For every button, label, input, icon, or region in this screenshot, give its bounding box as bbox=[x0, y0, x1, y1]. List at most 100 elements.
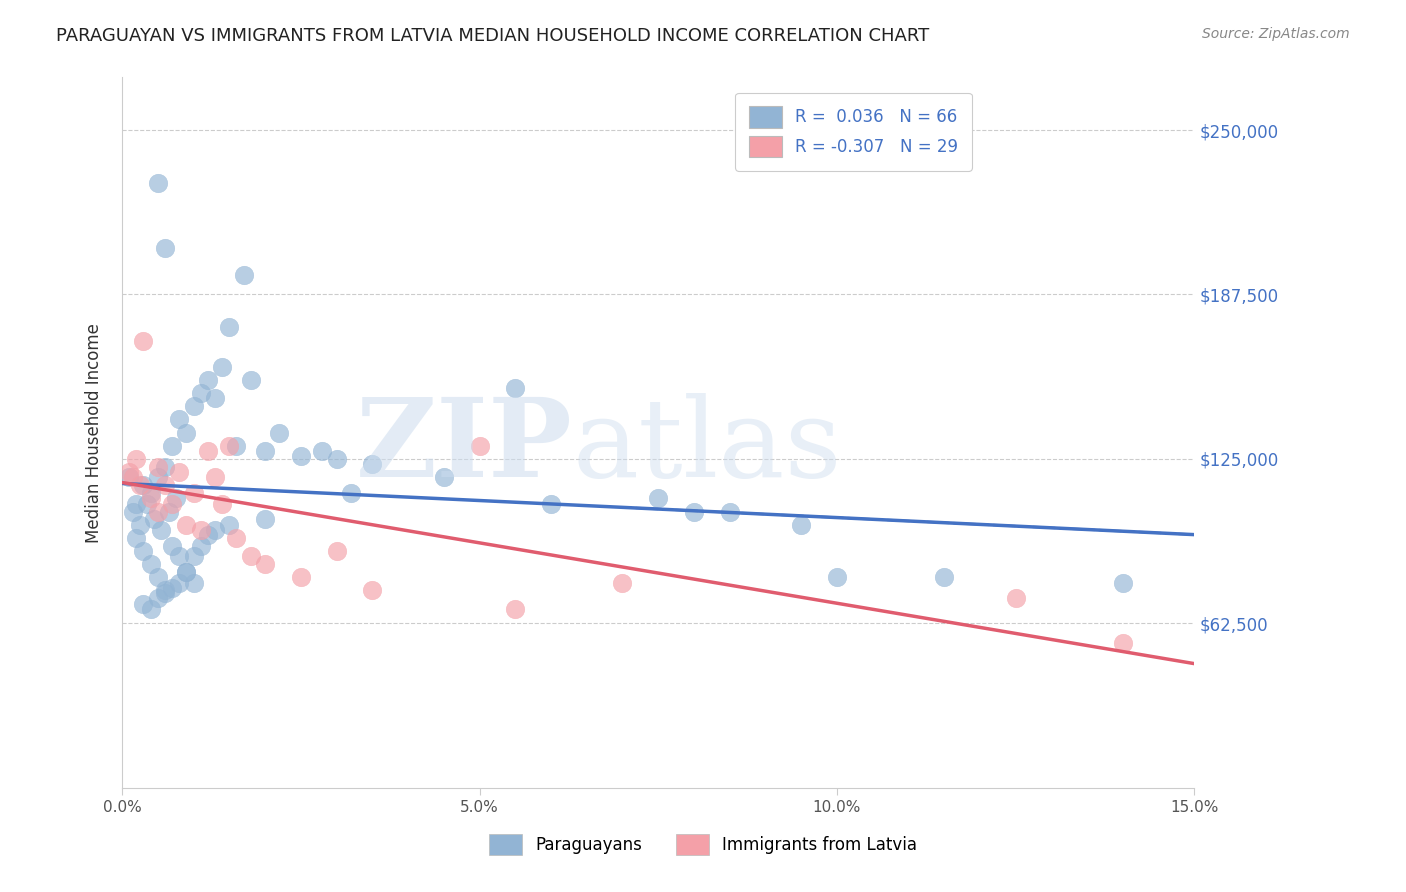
Point bbox=[190, 523, 212, 537]
Point bbox=[125, 451, 148, 466]
Point bbox=[176, 565, 198, 579]
Point bbox=[361, 583, 384, 598]
Point bbox=[132, 544, 155, 558]
Point bbox=[139, 491, 162, 506]
Point bbox=[143, 512, 166, 526]
Point bbox=[121, 504, 143, 518]
Point bbox=[160, 581, 183, 595]
Point bbox=[146, 504, 169, 518]
Text: ZIP: ZIP bbox=[356, 393, 572, 500]
Point bbox=[153, 478, 176, 492]
Point bbox=[825, 570, 848, 584]
Point bbox=[218, 439, 240, 453]
Point bbox=[176, 517, 198, 532]
Point bbox=[218, 320, 240, 334]
Point bbox=[167, 465, 190, 479]
Legend: Paraguayans, Immigrants from Latvia: Paraguayans, Immigrants from Latvia bbox=[482, 828, 924, 862]
Point bbox=[132, 478, 155, 492]
Point bbox=[139, 602, 162, 616]
Point bbox=[204, 392, 226, 406]
Point bbox=[311, 444, 333, 458]
Point bbox=[190, 539, 212, 553]
Point bbox=[503, 602, 526, 616]
Point bbox=[146, 459, 169, 474]
Point bbox=[647, 491, 669, 506]
Point bbox=[153, 583, 176, 598]
Point bbox=[160, 497, 183, 511]
Point bbox=[153, 459, 176, 474]
Point bbox=[197, 444, 219, 458]
Point bbox=[239, 373, 262, 387]
Point bbox=[503, 381, 526, 395]
Point bbox=[211, 497, 233, 511]
Point bbox=[269, 425, 291, 440]
Point bbox=[118, 470, 141, 484]
Point bbox=[1004, 591, 1026, 606]
Point bbox=[125, 531, 148, 545]
Point bbox=[118, 465, 141, 479]
Point bbox=[121, 470, 143, 484]
Point bbox=[139, 557, 162, 571]
Point bbox=[129, 478, 152, 492]
Point bbox=[153, 586, 176, 600]
Text: atlas: atlas bbox=[572, 393, 842, 500]
Point bbox=[232, 268, 254, 282]
Point bbox=[139, 486, 162, 500]
Point bbox=[225, 439, 247, 453]
Point bbox=[197, 373, 219, 387]
Point bbox=[254, 512, 277, 526]
Point bbox=[167, 549, 190, 564]
Text: PARAGUAYAN VS IMMIGRANTS FROM LATVIA MEDIAN HOUSEHOLD INCOME CORRELATION CHART: PARAGUAYAN VS IMMIGRANTS FROM LATVIA MED… bbox=[56, 27, 929, 45]
Point bbox=[612, 575, 634, 590]
Point bbox=[150, 523, 173, 537]
Point bbox=[204, 470, 226, 484]
Point bbox=[146, 470, 169, 484]
Legend: R =  0.036   N = 66, R = -0.307   N = 29: R = 0.036 N = 66, R = -0.307 N = 29 bbox=[735, 93, 972, 170]
Point bbox=[225, 531, 247, 545]
Point bbox=[125, 497, 148, 511]
Point bbox=[176, 565, 198, 579]
Point bbox=[183, 399, 205, 413]
Point bbox=[129, 517, 152, 532]
Point bbox=[153, 242, 176, 256]
Text: Source: ZipAtlas.com: Source: ZipAtlas.com bbox=[1202, 27, 1350, 41]
Point bbox=[176, 425, 198, 440]
Point bbox=[468, 439, 491, 453]
Y-axis label: Median Household Income: Median Household Income bbox=[86, 323, 103, 542]
Point bbox=[165, 491, 187, 506]
Point bbox=[433, 470, 456, 484]
Point bbox=[183, 575, 205, 590]
Point bbox=[239, 549, 262, 564]
Point bbox=[290, 570, 312, 584]
Point bbox=[254, 444, 277, 458]
Point bbox=[934, 570, 956, 584]
Point bbox=[340, 486, 363, 500]
Point bbox=[146, 591, 169, 606]
Point bbox=[197, 528, 219, 542]
Point bbox=[190, 386, 212, 401]
Point bbox=[211, 359, 233, 374]
Point bbox=[146, 176, 169, 190]
Point bbox=[683, 504, 706, 518]
Point bbox=[157, 504, 180, 518]
Point bbox=[132, 334, 155, 348]
Point bbox=[1112, 636, 1135, 650]
Point bbox=[167, 412, 190, 426]
Point bbox=[136, 497, 159, 511]
Point bbox=[132, 597, 155, 611]
Point bbox=[218, 517, 240, 532]
Point bbox=[540, 497, 562, 511]
Point bbox=[160, 539, 183, 553]
Point bbox=[361, 457, 384, 471]
Point bbox=[254, 557, 277, 571]
Point bbox=[204, 523, 226, 537]
Point bbox=[718, 504, 741, 518]
Point bbox=[1112, 575, 1135, 590]
Point bbox=[183, 486, 205, 500]
Point bbox=[160, 439, 183, 453]
Point bbox=[167, 575, 190, 590]
Point bbox=[146, 570, 169, 584]
Point bbox=[325, 544, 347, 558]
Point bbox=[290, 450, 312, 464]
Point bbox=[325, 451, 347, 466]
